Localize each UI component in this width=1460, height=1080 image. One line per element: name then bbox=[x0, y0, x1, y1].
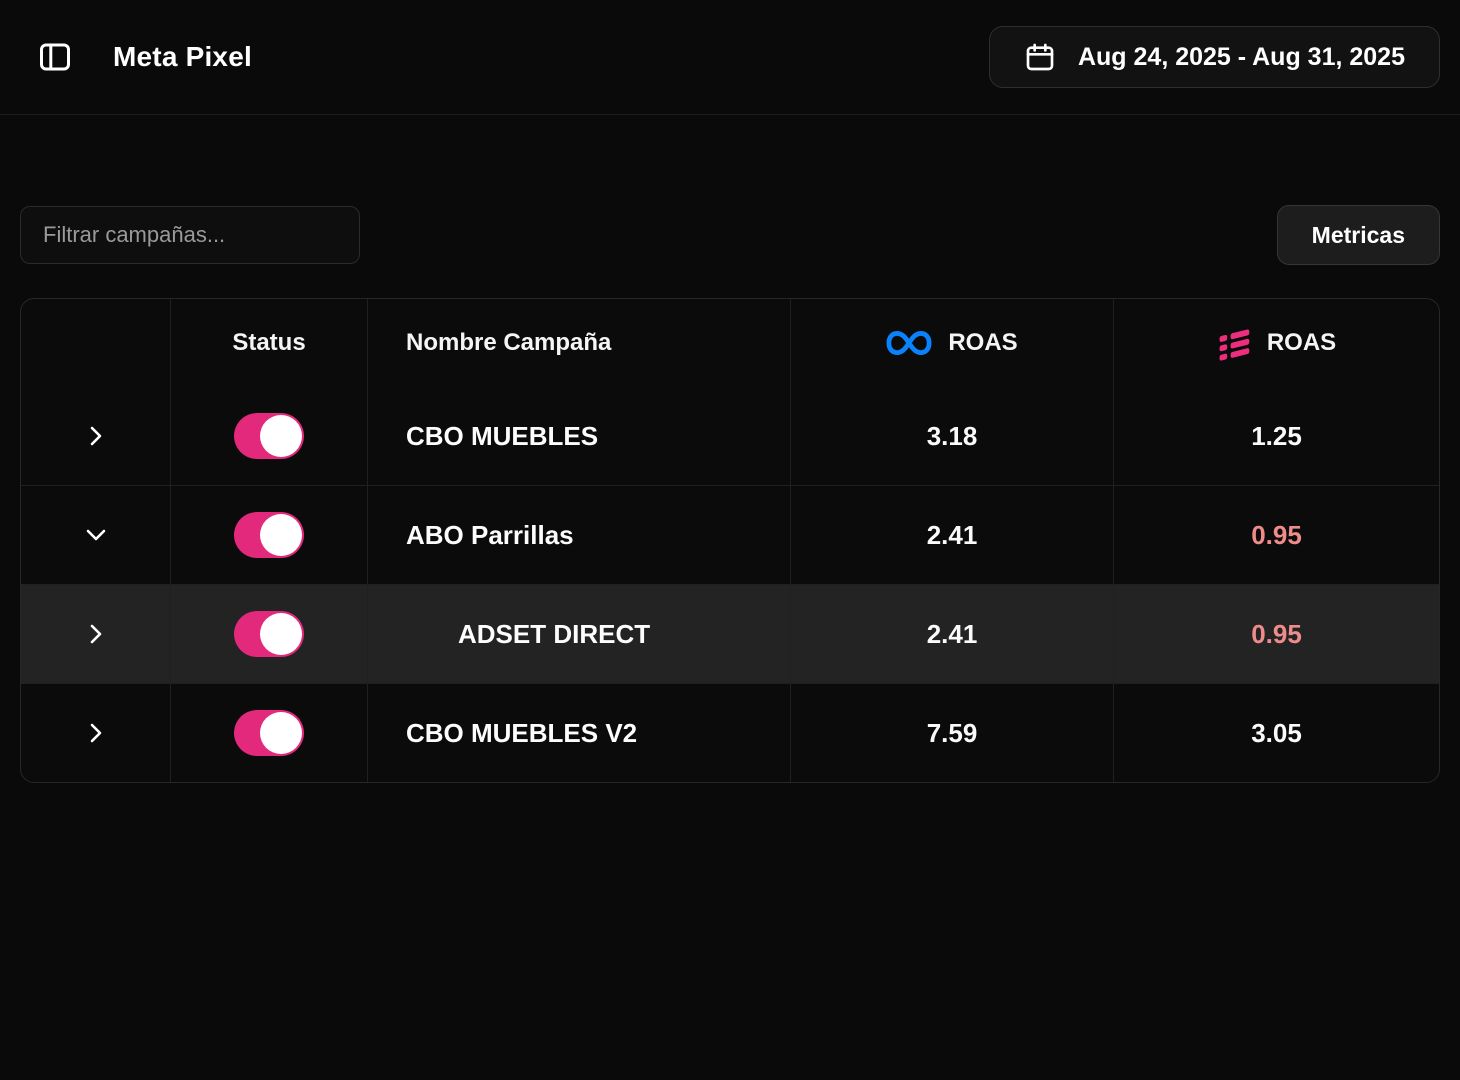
toggle-knob bbox=[260, 712, 302, 754]
toggle-knob bbox=[260, 514, 302, 556]
campaign-name-cell: CBO MUEBLES bbox=[367, 387, 790, 485]
campaign-name: ADSET DIRECT bbox=[458, 618, 651, 649]
toolbar: Metricas bbox=[0, 115, 1460, 265]
meta-roas-value: 7.59 bbox=[926, 717, 978, 748]
expand-cell bbox=[21, 585, 170, 683]
calendar-icon bbox=[1024, 41, 1056, 73]
campaign-name-cell: ADSET DIRECT bbox=[367, 585, 790, 683]
table-row: ABO Parrillas 2.41 0.95 bbox=[21, 485, 1439, 584]
status-toggle[interactable] bbox=[234, 710, 304, 756]
status-cell bbox=[170, 585, 367, 683]
expand-cell bbox=[21, 684, 170, 782]
campaign-name: ABO Parrillas bbox=[406, 519, 574, 550]
meta-roas-value: 3.18 bbox=[926, 420, 978, 451]
status-toggle[interactable] bbox=[234, 512, 304, 558]
meta-infinity-logo bbox=[886, 329, 932, 357]
status-cell bbox=[170, 486, 367, 584]
chevron-right-icon[interactable] bbox=[76, 713, 116, 753]
page-title: Meta Pixel bbox=[113, 41, 252, 72]
campaign-name: CBO MUEBLES V2 bbox=[406, 717, 638, 748]
meta-roas-cell: 3.18 bbox=[790, 387, 1113, 485]
pixel-roas-value: 0.95 bbox=[1251, 618, 1302, 649]
toggle-knob bbox=[260, 613, 302, 655]
expand-column-header bbox=[21, 299, 170, 387]
app-header: Meta Pixel Aug 24, 2025 - Aug 31, 2025 bbox=[0, 0, 1460, 115]
meta-roas-column-header: ROAS bbox=[790, 299, 1113, 387]
expand-cell bbox=[21, 387, 170, 485]
meta-roas-cell: 7.59 bbox=[790, 684, 1113, 782]
filter-input[interactable] bbox=[20, 206, 360, 264]
date-range-label: Aug 24, 2025 - Aug 31, 2025 bbox=[1077, 42, 1405, 71]
pixel-roas-value: 0.95 bbox=[1251, 519, 1302, 550]
table-row: CBO MUEBLES V2 7.59 3.05 bbox=[21, 683, 1439, 782]
status-toggle[interactable] bbox=[234, 413, 304, 459]
meta-roas-value: 2.41 bbox=[926, 618, 978, 649]
chevron-right-icon[interactable] bbox=[76, 416, 116, 456]
campaign-name: CBO MUEBLES bbox=[406, 420, 599, 451]
meta-roas-cell: 2.41 bbox=[790, 585, 1113, 683]
table-header-row: Status Nombre Campaña ROAS bbox=[21, 299, 1439, 387]
pixel-roas-cell: 1.25 bbox=[1113, 387, 1439, 485]
expand-cell bbox=[21, 486, 170, 584]
status-cell bbox=[170, 684, 367, 782]
status-column-header: Status bbox=[170, 299, 367, 387]
date-range-button[interactable]: Aug 24, 2025 - Aug 31, 2025 bbox=[988, 26, 1440, 88]
campaign-name-cell: CBO MUEBLES V2 bbox=[367, 684, 790, 782]
pixel-roas-value: 1.25 bbox=[1251, 420, 1302, 451]
pixel-roas-cell: 3.05 bbox=[1113, 684, 1439, 782]
panel-left-icon bbox=[37, 39, 73, 75]
status-toggle[interactable] bbox=[234, 611, 304, 657]
pixel-roas-value: 3.05 bbox=[1251, 717, 1302, 748]
meta-roas-value: 2.41 bbox=[926, 519, 978, 550]
metrics-button[interactable]: Metricas bbox=[1276, 205, 1440, 265]
table-row: ADSET DIRECT 2.41 0.95 bbox=[21, 584, 1439, 683]
meta-roas-cell: 2.41 bbox=[790, 486, 1113, 584]
sidebar-toggle-button[interactable] bbox=[33, 35, 77, 79]
toggle-knob bbox=[260, 415, 302, 457]
pixel-roas-cell: 0.95 bbox=[1113, 585, 1439, 683]
pink-dashes-logo bbox=[1217, 323, 1251, 363]
pixel-roas-label: ROAS bbox=[1266, 329, 1337, 356]
table-row: CBO MUEBLES 3.18 1.25 bbox=[21, 387, 1439, 485]
pixel-roas-cell: 0.95 bbox=[1113, 486, 1439, 584]
chevron-down-icon[interactable] bbox=[76, 515, 116, 555]
campaigns-table: Status Nombre Campaña ROAS bbox=[20, 298, 1440, 783]
campaign-name-cell: ABO Parrillas bbox=[367, 486, 790, 584]
pixel-roas-column-header: ROAS bbox=[1113, 299, 1439, 387]
meta-roas-label: ROAS bbox=[948, 329, 1018, 356]
status-cell bbox=[170, 387, 367, 485]
chevron-right-icon[interactable] bbox=[76, 614, 116, 654]
name-column-header: Nombre Campaña bbox=[367, 299, 790, 387]
